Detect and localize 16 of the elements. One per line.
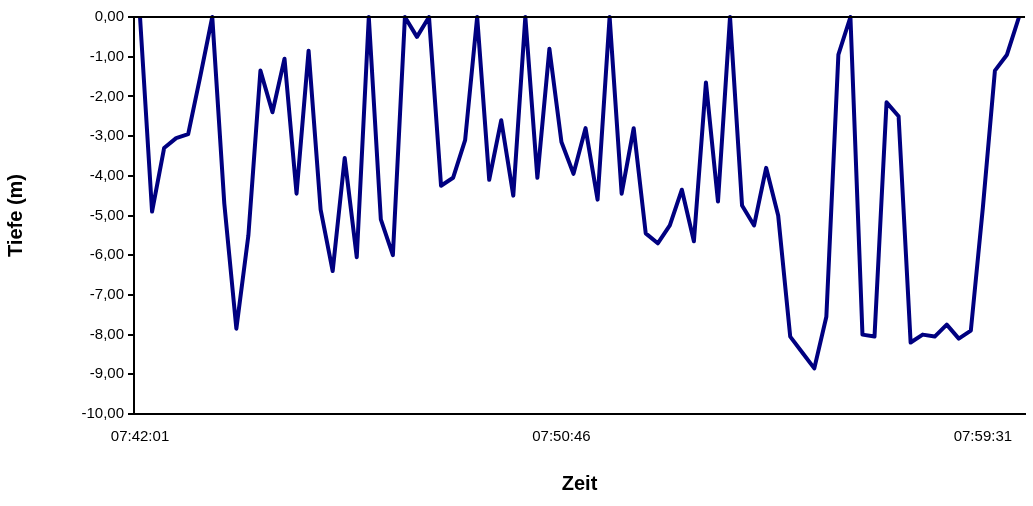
y-tick-label: -5,00 <box>89 205 124 223</box>
y-tick-label: -2,00 <box>89 86 124 104</box>
y-tick-label: -9,00 <box>89 364 124 382</box>
y-tick-label: -10,00 <box>81 404 124 422</box>
x-tick-label: 07:59:31 <box>953 427 1013 445</box>
y-tick-label: 0,00 <box>94 7 124 25</box>
y-tick-label: -7,00 <box>89 285 124 303</box>
y-tick-label: -8,00 <box>89 324 124 342</box>
y-tick-label: -3,00 <box>89 126 124 144</box>
y-axis-title: Tiefe (m) <box>3 174 26 257</box>
y-tick-label: -6,00 <box>89 245 124 263</box>
x-tick-label: 07:50:46 <box>532 427 591 445</box>
x-tick-label: 07:42:01 <box>110 427 170 445</box>
y-tick-label: -1,00 <box>89 46 124 64</box>
y-tick-label: -4,00 <box>89 165 124 183</box>
x-axis-title: Zeit <box>561 471 598 494</box>
